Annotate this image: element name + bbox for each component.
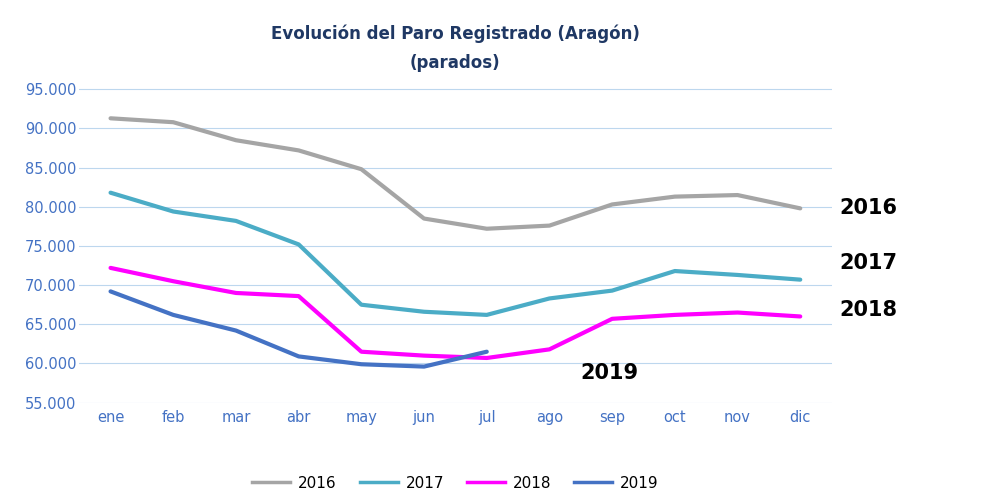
- Text: Evolución del Paro Registrado (Aragón): Evolución del Paro Registrado (Aragón): [271, 25, 640, 43]
- Text: 2019: 2019: [581, 363, 639, 383]
- Text: 2017: 2017: [840, 253, 897, 273]
- Text: 2016: 2016: [840, 198, 897, 218]
- Text: (parados): (parados): [410, 54, 501, 72]
- Text: 2018: 2018: [840, 300, 897, 320]
- Legend: 2016, 2017, 2018, 2019: 2016, 2017, 2018, 2019: [247, 469, 664, 491]
